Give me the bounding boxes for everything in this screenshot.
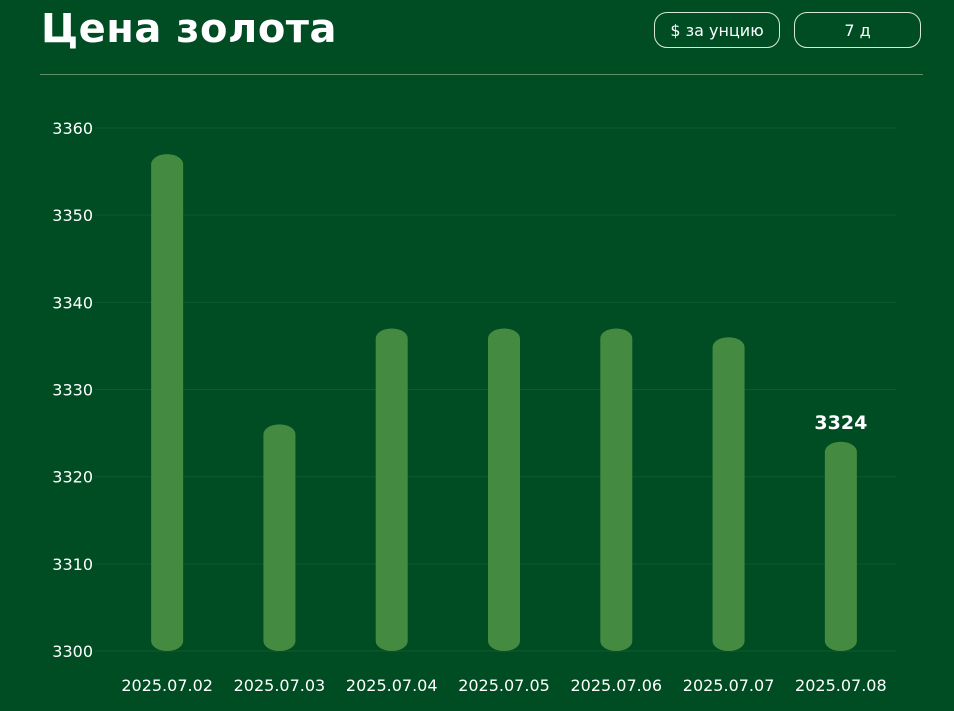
bar-2025.07.05[interactable] [488,328,520,651]
y-tick-label: 3360 [52,119,93,138]
y-tick-label: 3300 [52,642,93,661]
x-tick-label: 2025.07.06 [570,676,662,695]
unit-selector-button[interactable]: $ за унцию [654,12,780,48]
y-tick-label: 3350 [52,206,93,225]
y-tick-label: 3340 [52,293,93,312]
y-tick-label: 3310 [52,555,93,574]
bar-2025.07.02[interactable] [151,154,184,651]
bar-2025.07.07[interactable] [712,337,745,651]
x-tick-label: 2025.07.04 [346,676,438,695]
x-tick-label: 2025.07.02 [121,676,213,695]
bar-2025.07.04[interactable] [375,328,408,651]
page-title: Цена золота [41,6,337,52]
data-label-latest: 3324 [814,412,867,434]
bar-2025.07.03[interactable] [263,424,296,651]
range-selector-button[interactable]: 7 д [794,12,921,48]
y-tick-label: 3330 [52,381,93,400]
x-tick-label: 2025.07.07 [683,676,775,695]
x-tick-label: 2025.07.08 [795,676,887,695]
y-tick-label: 3320 [52,468,93,487]
bar-2025.07.06[interactable] [600,328,633,651]
x-tick-label: 2025.07.05 [458,676,550,695]
header-divider [40,74,923,75]
bar-2025.07.08[interactable] [824,441,857,651]
x-tick-label: 2025.07.03 [234,676,326,695]
